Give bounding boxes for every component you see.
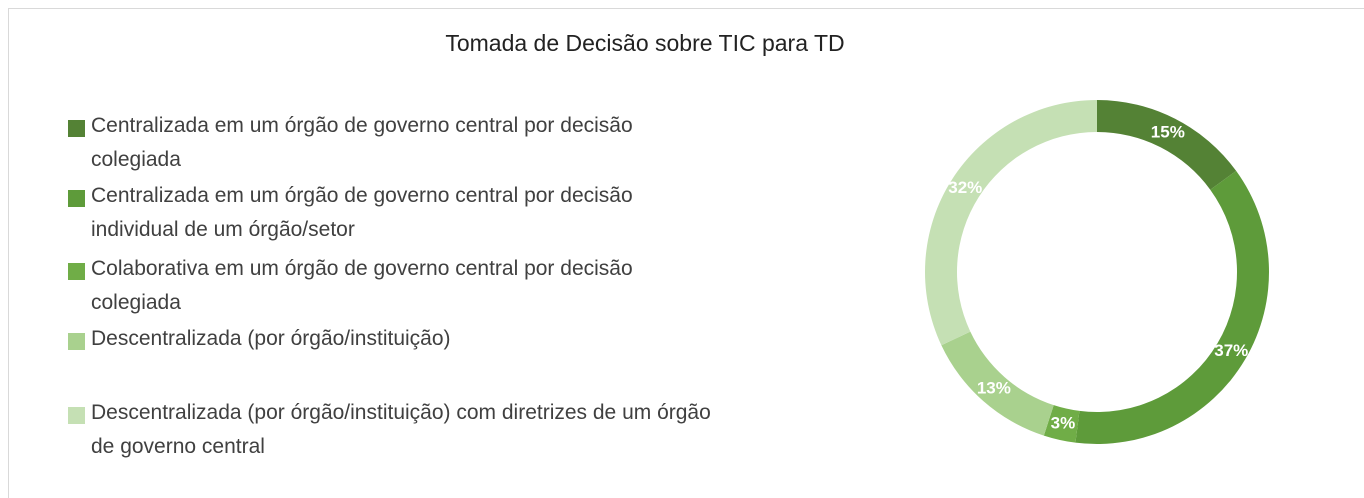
page: Tomada de Decisão sobre TIC para TD Cent… (8, 8, 1364, 498)
legend-swatch (68, 263, 85, 280)
donut-slice (1043, 405, 1080, 443)
legend-item: Colaborativa em um órgão de governo cent… (68, 257, 711, 320)
data-label: 37% (1214, 341, 1248, 360)
data-label: 3% (1051, 414, 1076, 433)
chart: 15% 37% 3% 13% 32% (924, 100, 1269, 445)
legend-label: Colaborativa em um órgão de governo cent… (91, 257, 633, 314)
data-label: 15% (1151, 122, 1185, 141)
legend-swatch (68, 120, 85, 137)
donut-slice (1097, 100, 1237, 190)
donut-slice (941, 331, 1054, 436)
legend-swatch (68, 407, 85, 424)
donut-slice (1075, 170, 1269, 445)
legend-item: Descentralizada (por órgão/instituição) (68, 327, 711, 356)
legend-label: Descentralizada (por órgão/instituição) (91, 327, 451, 350)
legend-swatch (68, 190, 85, 207)
legend-item: Centralizada em um órgão de governo cent… (68, 114, 711, 177)
legend-item: Descentralizada (por órgão/instituição) … (68, 401, 711, 464)
chart-frame (8, 8, 1364, 498)
legend-label: Centralizada em um órgão de governo cent… (91, 114, 633, 171)
legend-label: Centralizada em um órgão de governo cent… (91, 184, 633, 241)
data-label: 32% (948, 178, 982, 197)
chart-title: Tomada de Decisão sobre TIC para TD (445, 30, 845, 56)
legend-label: Descentralizada (por órgão/instituição) … (91, 401, 711, 458)
data-label: 13% (977, 379, 1011, 398)
legend-swatch (68, 333, 85, 350)
donut-slice (924, 100, 1097, 346)
legend-item: Centralizada em um órgão de governo cent… (68, 184, 711, 247)
